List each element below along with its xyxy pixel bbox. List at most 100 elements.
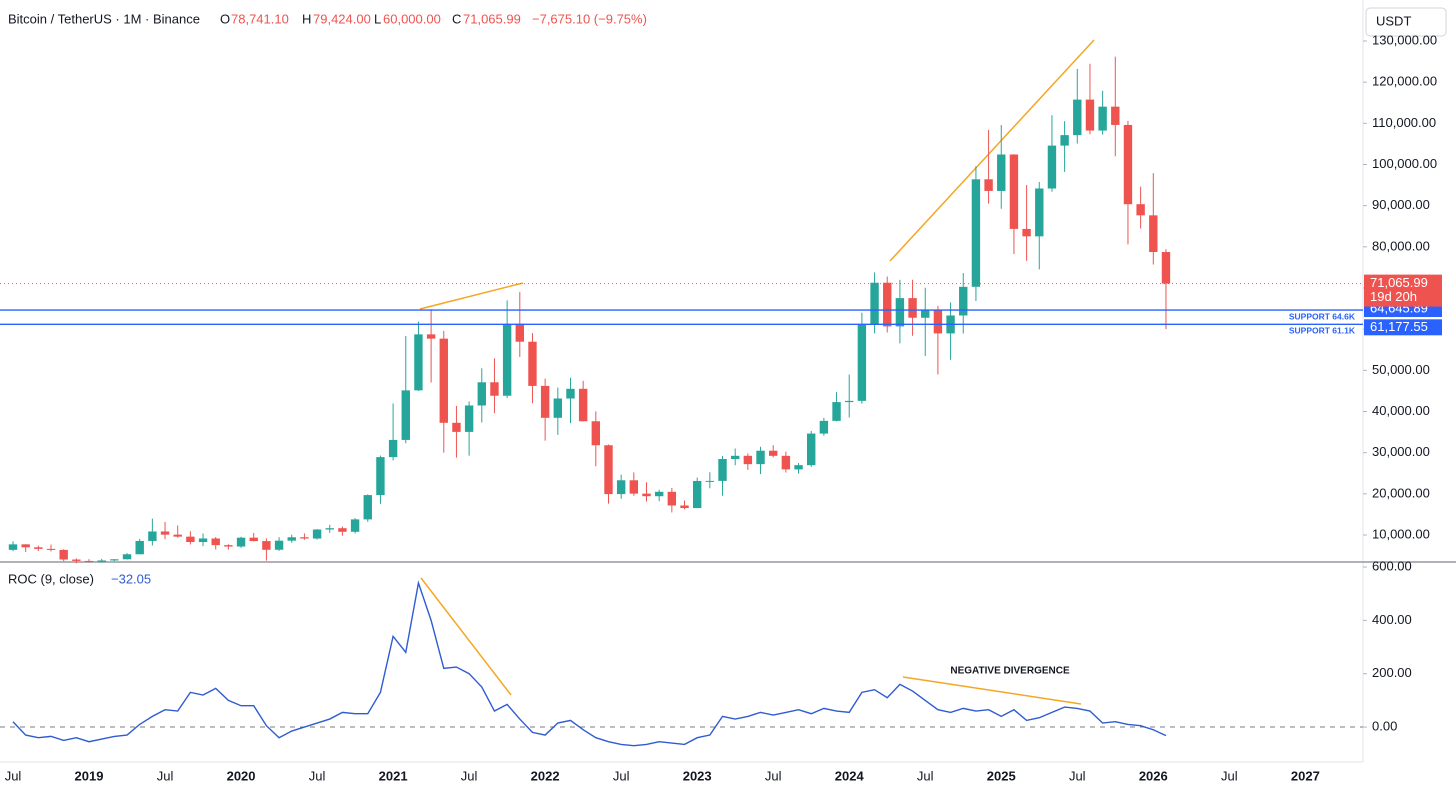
candle-body [642, 493, 651, 497]
candle-body [148, 531, 157, 541]
candle-body [1060, 135, 1069, 146]
x-tick-label: 2027 [1291, 768, 1320, 783]
roc-line [12, 580, 1167, 747]
candle-body [591, 421, 601, 446]
candle-body [908, 298, 917, 318]
candle-body [1161, 252, 1171, 284]
candle-body [553, 398, 563, 418]
candle-body [388, 439, 398, 458]
x-tick-label: Jul [917, 768, 934, 783]
candle-body [1085, 99, 1095, 131]
candle-body [34, 547, 43, 549]
candle-body [616, 480, 626, 495]
change: −7,675.10 (−9.75%) [532, 11, 647, 26]
candle-body [997, 154, 1006, 191]
currency[interactable]: USDT [1376, 13, 1411, 28]
candle-body [654, 491, 664, 497]
y-tick-label: 400.00 [1372, 612, 1412, 627]
y-tick-label: 200.00 [1372, 665, 1412, 680]
x-tick-label: 2025 [987, 768, 1016, 783]
candle-body [72, 559, 81, 561]
candle-body [211, 538, 220, 546]
last-price-label: 71,065.99 [1370, 275, 1428, 290]
candle-body [528, 341, 537, 386]
candle-body [8, 544, 18, 550]
x-tick-label: 2026 [1139, 768, 1168, 783]
candle-body [540, 385, 550, 418]
x-tick-label: 2020 [227, 768, 256, 783]
candle-body [426, 334, 436, 339]
candle-body [249, 537, 258, 542]
ohlc-value: 71,065.99 [463, 11, 521, 26]
candle-body [84, 560, 94, 563]
y-tick-label: 110,000.00 [1372, 115, 1436, 130]
x-tick-label: 2019 [75, 768, 104, 783]
last-price-tag [1364, 274, 1442, 307]
candle-body [730, 455, 740, 459]
candle-body [338, 528, 347, 532]
candle-body [692, 480, 702, 509]
candle-body [895, 298, 905, 327]
candle-body [1111, 106, 1120, 125]
x-tick-label: Jul [1221, 768, 1238, 783]
x-tick-label: Jul [5, 768, 22, 783]
candle-body [186, 536, 195, 543]
candle-body [46, 548, 56, 550]
candle-body [1022, 228, 1031, 237]
countdown: 19d 20h [1370, 289, 1417, 304]
y-tick-label: 40,000.00 [1372, 403, 1430, 418]
candle-body [312, 529, 322, 539]
candle-body [110, 559, 119, 561]
candle-body [1123, 124, 1133, 205]
candle-body [705, 480, 715, 482]
support-name: SUPPORT 64.6K [1289, 311, 1356, 321]
candle-body [933, 310, 943, 334]
candle-body [135, 540, 144, 555]
ohlc-key: H [302, 11, 311, 26]
x-tick-label: Jul [461, 768, 478, 783]
candle-body [122, 554, 132, 560]
candle-body [794, 465, 803, 470]
x-tick-label: Jul [1069, 768, 1086, 783]
ohlc-key: L [374, 11, 381, 26]
candle-body [274, 540, 284, 550]
y-tick-label: 100,000.00 [1372, 156, 1437, 171]
x-tick-label: Jul [157, 768, 174, 783]
trend-line [889, 39, 1095, 262]
candle-body [832, 402, 841, 421]
candle-body [300, 537, 309, 539]
candle-body [401, 390, 410, 440]
y-tick-label: 50,000.00 [1372, 362, 1430, 377]
y-tick-label: 30,000.00 [1372, 444, 1430, 459]
candle-body [490, 382, 499, 396]
candle-body [376, 457, 385, 496]
candle-body [578, 388, 588, 422]
candle-body [680, 505, 689, 509]
currency-button[interactable] [1365, 7, 1447, 37]
candle-body [502, 323, 512, 396]
candle-body [262, 541, 271, 550]
x-tick-label: 2023 [683, 768, 712, 783]
x-tick-label: 2022 [531, 768, 560, 783]
candle-body [971, 179, 981, 287]
candle-body [515, 323, 524, 342]
candle-body [477, 382, 486, 406]
candle-body [97, 560, 106, 563]
candle-body [959, 286, 968, 316]
candle-body [857, 324, 867, 401]
candle-body [224, 545, 233, 547]
x-tick-label: Jul [765, 768, 782, 783]
candle-body [883, 282, 892, 327]
candle-body [667, 491, 677, 506]
candle-body [160, 531, 170, 535]
candle-body [718, 458, 727, 481]
candle-body [566, 388, 575, 399]
candle-body [236, 537, 246, 547]
ohlc-value: 60,000.00 [383, 11, 441, 26]
candle-body [1047, 145, 1057, 189]
candle-body [1073, 99, 1082, 136]
indicator-value: −32.05 [111, 571, 151, 586]
